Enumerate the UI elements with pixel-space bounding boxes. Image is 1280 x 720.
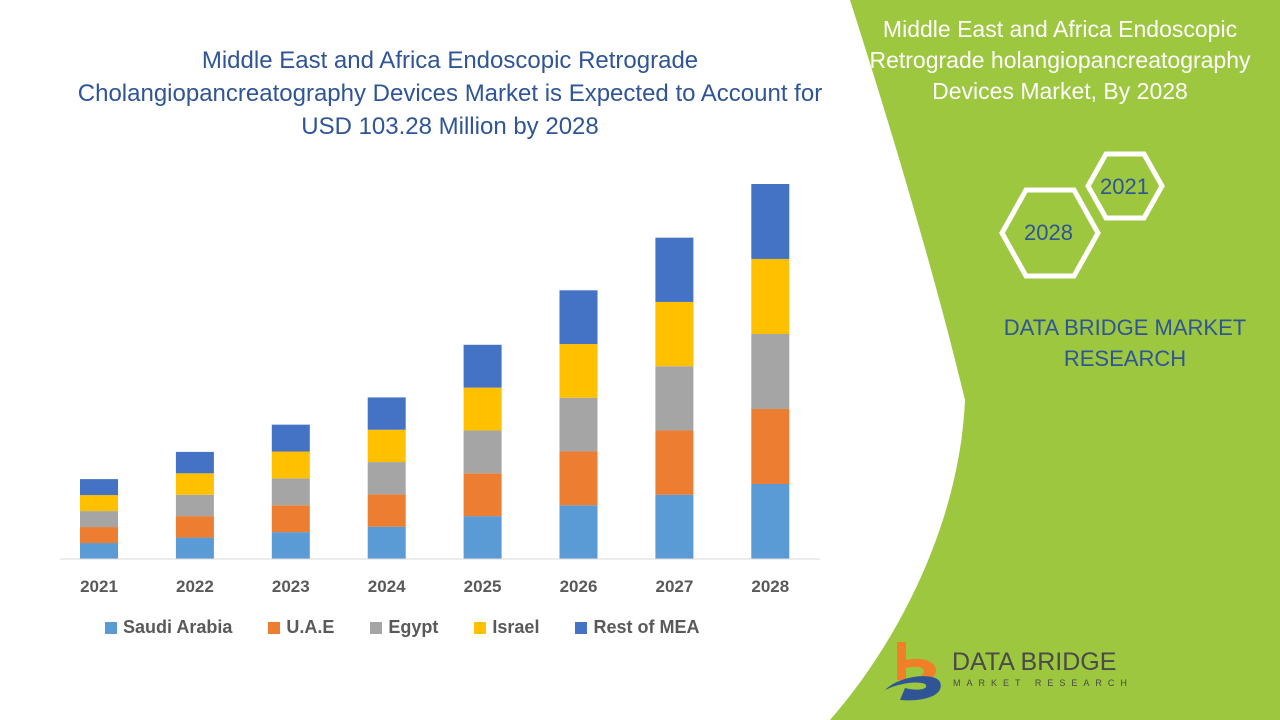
bar-2022-rest-of-mea xyxy=(175,451,214,474)
bar-2024-rest-of-mea xyxy=(367,397,406,430)
bar-2024-u-a-e xyxy=(367,494,406,527)
stacked-bar-chart: 2021 2022 2023 2024 2025 2026 2027 2028 xyxy=(80,184,790,596)
side-title: Middle East and Africa Endoscopic Retrog… xyxy=(869,16,1251,104)
bar-2022-u-a-e xyxy=(175,516,214,538)
bar-2025-u-a-e xyxy=(463,473,502,517)
bar-2026-rest-of-mea xyxy=(559,290,598,345)
legend-label: U.A.E xyxy=(286,617,335,637)
bar-2026-saudi-arabia xyxy=(559,505,598,559)
hex-label-2021: 2021 xyxy=(1100,174,1149,199)
bar-2027-u-a-e xyxy=(655,430,694,495)
bar-2022-egypt xyxy=(175,494,214,517)
bar-2026-egypt xyxy=(559,397,598,452)
bar-2022-israel xyxy=(175,473,214,495)
chart-title: Middle East and Africa Endoscopic Retrog… xyxy=(77,47,823,140)
x-tick-label: 2021 xyxy=(80,577,118,596)
bar-2028-saudi-arabia xyxy=(751,483,790,559)
x-tick-label: 2026 xyxy=(560,577,598,596)
legend-swatch xyxy=(575,621,588,634)
legend-item: Egypt xyxy=(370,617,438,638)
hexagon-2028 xyxy=(999,187,1101,279)
bar-2021-egypt xyxy=(80,511,118,528)
legend-label: Israel xyxy=(492,617,540,637)
bar-2023-israel xyxy=(271,451,310,479)
bar-2023-saudi-arabia xyxy=(271,532,310,559)
legend-item: U.A.E xyxy=(268,617,334,638)
hex-label-2028: 2028 xyxy=(1024,220,1073,245)
legend-item: Israel xyxy=(474,617,539,638)
bar-2025-saudi-arabia xyxy=(463,516,502,559)
bar-2021-u-a-e xyxy=(80,527,118,544)
bar-2025-egypt xyxy=(463,430,502,474)
legend-item: Saudi Arabia xyxy=(105,617,232,638)
bar-2028-u-a-e xyxy=(751,408,790,484)
bar-2021-saudi-arabia xyxy=(80,543,118,559)
x-tick-label: 2024 xyxy=(368,577,406,596)
bar-2025-israel xyxy=(463,387,502,431)
legend-label: Egypt xyxy=(388,617,439,637)
x-tick-label: 2025 xyxy=(464,577,502,596)
legend-swatch xyxy=(370,621,383,634)
x-tick-label: 2022 xyxy=(176,577,214,596)
bar-2023-egypt xyxy=(271,478,310,506)
legend-swatch xyxy=(268,621,281,634)
x-tick-label: 2028 xyxy=(751,577,789,596)
bar-2023-rest-of-mea xyxy=(271,424,310,452)
bar-2024-saudi-arabia xyxy=(367,526,406,559)
bar-2025-rest-of-mea xyxy=(463,344,502,388)
bar-2027-israel xyxy=(655,301,694,367)
bar-2026-u-a-e xyxy=(559,451,598,506)
bar-2024-egypt xyxy=(367,462,406,495)
legend-swatch xyxy=(474,621,487,634)
bar-2027-egypt xyxy=(655,366,694,431)
bar-2026-israel xyxy=(559,344,598,398)
logo-subtitle: MARKET RESEARCH xyxy=(953,678,1133,688)
green-panel xyxy=(830,0,1280,720)
x-tick-label: 2027 xyxy=(655,577,693,596)
bar-2028-israel xyxy=(751,258,790,334)
bar-2027-saudi-arabia xyxy=(655,494,694,559)
x-tick-label: 2023 xyxy=(272,577,310,596)
bar-2028-egypt xyxy=(751,333,790,409)
legend-item: Rest of MEA xyxy=(575,617,699,638)
bar-2023-u-a-e xyxy=(271,505,310,533)
legend-label: Rest of MEA xyxy=(593,617,700,637)
logo-name: DATA BRIDGE xyxy=(952,648,1117,676)
logo-icon xyxy=(885,642,941,701)
bar-2021-israel xyxy=(80,495,118,512)
bar-2022-saudi-arabia xyxy=(175,537,214,559)
bar-2028-rest-of-mea xyxy=(751,184,790,259)
bar-2027-rest-of-mea xyxy=(655,237,694,302)
brand-text: DATA BRIDGE MARKET RESEARCH xyxy=(1003,315,1247,371)
hexagon-2021 xyxy=(1085,151,1165,221)
bar-2021-rest-of-mea xyxy=(80,479,118,496)
legend-swatch xyxy=(105,621,117,634)
legend-label: Saudi Arabia xyxy=(123,617,233,637)
legend: Saudi Arabia U.A.E Egypt Israel Rest of MEA xyxy=(105,617,735,638)
bar-2024-israel xyxy=(367,429,406,463)
